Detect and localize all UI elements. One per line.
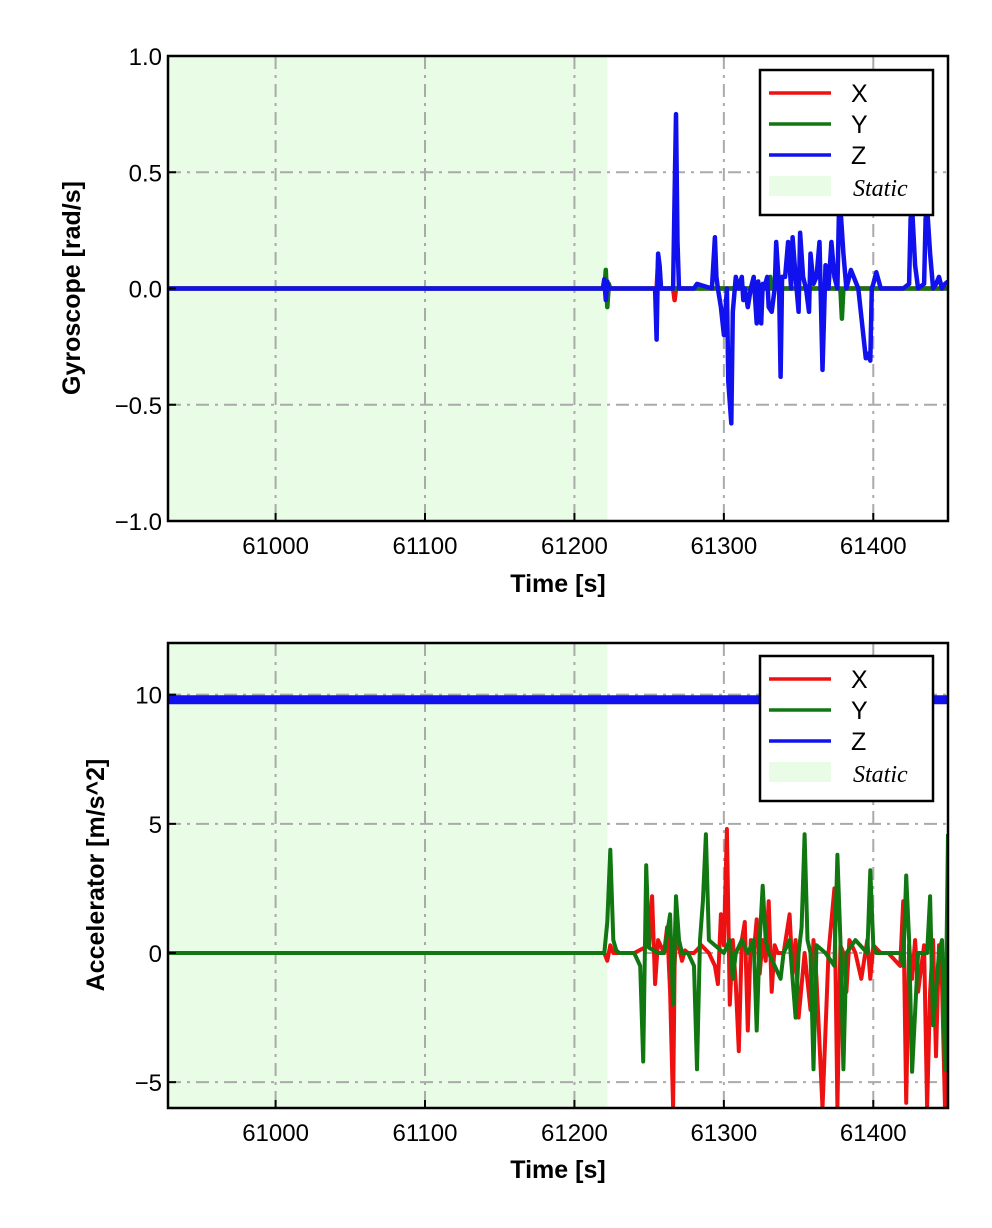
accelerator-y-axis-label: Accelerator [m/s^2] (82, 759, 110, 992)
accelerator-chart: 61000 61100 61200 61300 61400 −5 0 5 10 Time [s]… (82, 641, 950, 1184)
accelerator-x-tick-label-61000: 61000 (242, 1120, 309, 1147)
accelerator-x-tick-label-61300: 61300 (690, 1120, 757, 1147)
gyroscope-y-tick-label-1: −0.5 (115, 393, 162, 420)
gyroscope-legend-z-label: Z (851, 142, 866, 170)
accelerator-ticks: 61000 61100 61200 61300 61400 −5 0 5 10 (135, 683, 907, 1147)
accelerator-static-region (168, 643, 608, 1108)
gyroscope-x-axis-label: Time [s] (510, 570, 605, 598)
gyroscope-legend: X Y Z Static (758, 68, 935, 217)
gyroscope-y-tick-label-2: 0.0 (129, 277, 162, 304)
gyroscope-ticks: 61000 61100 61200 61300 61400 −1.0 −0.5 0.0 0.5 1… (115, 44, 907, 560)
accelerator-legend-static-label: Static (853, 762, 908, 788)
gyroscope-legend-x-label: X (851, 80, 868, 108)
gyroscope-y-axis-label: Gyroscope [rad/s] (58, 181, 86, 395)
accelerator-legend: X Y Z Static (758, 654, 935, 803)
gyroscope-legend-static-label: Static (853, 176, 908, 202)
accelerator-y-tick-label-3: 10 (135, 683, 162, 710)
accelerator-plot-frame (166, 641, 950, 1110)
accelerator-legend-y-label: Y (851, 697, 868, 725)
accelerator-x-tick-label-61400: 61400 (840, 1120, 907, 1147)
accelerator-y-tick-label-0: −5 (135, 1070, 162, 1097)
gyroscope-series-z-line (168, 111, 948, 426)
accelerator-x-axis-label: Time [s] (510, 1156, 605, 1184)
accelerator-series-y-line (168, 832, 948, 1074)
gyroscope-x-tick-label-61400: 61400 (840, 533, 907, 560)
gyroscope-y-tick-label-4: 1.0 (129, 44, 162, 71)
accelerator-legend-static-swatch (769, 762, 831, 782)
accelerator-y-tick-label-2: 5 (149, 812, 162, 839)
gyroscope-x-tick-label-61300: 61300 (690, 533, 757, 560)
gyroscope-chart: 61000 61100 61200 61300 61400 −1.0 −0.5 0.0 0.5 1… (58, 44, 950, 598)
gyroscope-x-tick-label-61000: 61000 (242, 533, 309, 560)
gyroscope-legend-y-label: Y (851, 111, 868, 139)
gyroscope-series (168, 111, 948, 426)
accelerator-legend-z-label: Z (851, 728, 866, 756)
accelerator-x-tick-label-61200: 61200 (541, 1120, 608, 1147)
gyroscope-legend-static-swatch (769, 176, 831, 196)
gyroscope-y-tick-label-0: −1.0 (115, 509, 162, 536)
gyroscope-x-tick-label-61100: 61100 (393, 533, 458, 560)
accelerator-legend-x-label: X (851, 666, 868, 694)
accelerator-static-band (168, 643, 608, 1108)
accelerator-y-tick-label-1: 0 (149, 941, 162, 968)
gyroscope-x-tick-label-61200: 61200 (541, 533, 608, 560)
gyroscope-y-tick-label-3: 0.5 (129, 160, 162, 187)
accelerator-x-tick-label-61100: 61100 (393, 1120, 458, 1147)
